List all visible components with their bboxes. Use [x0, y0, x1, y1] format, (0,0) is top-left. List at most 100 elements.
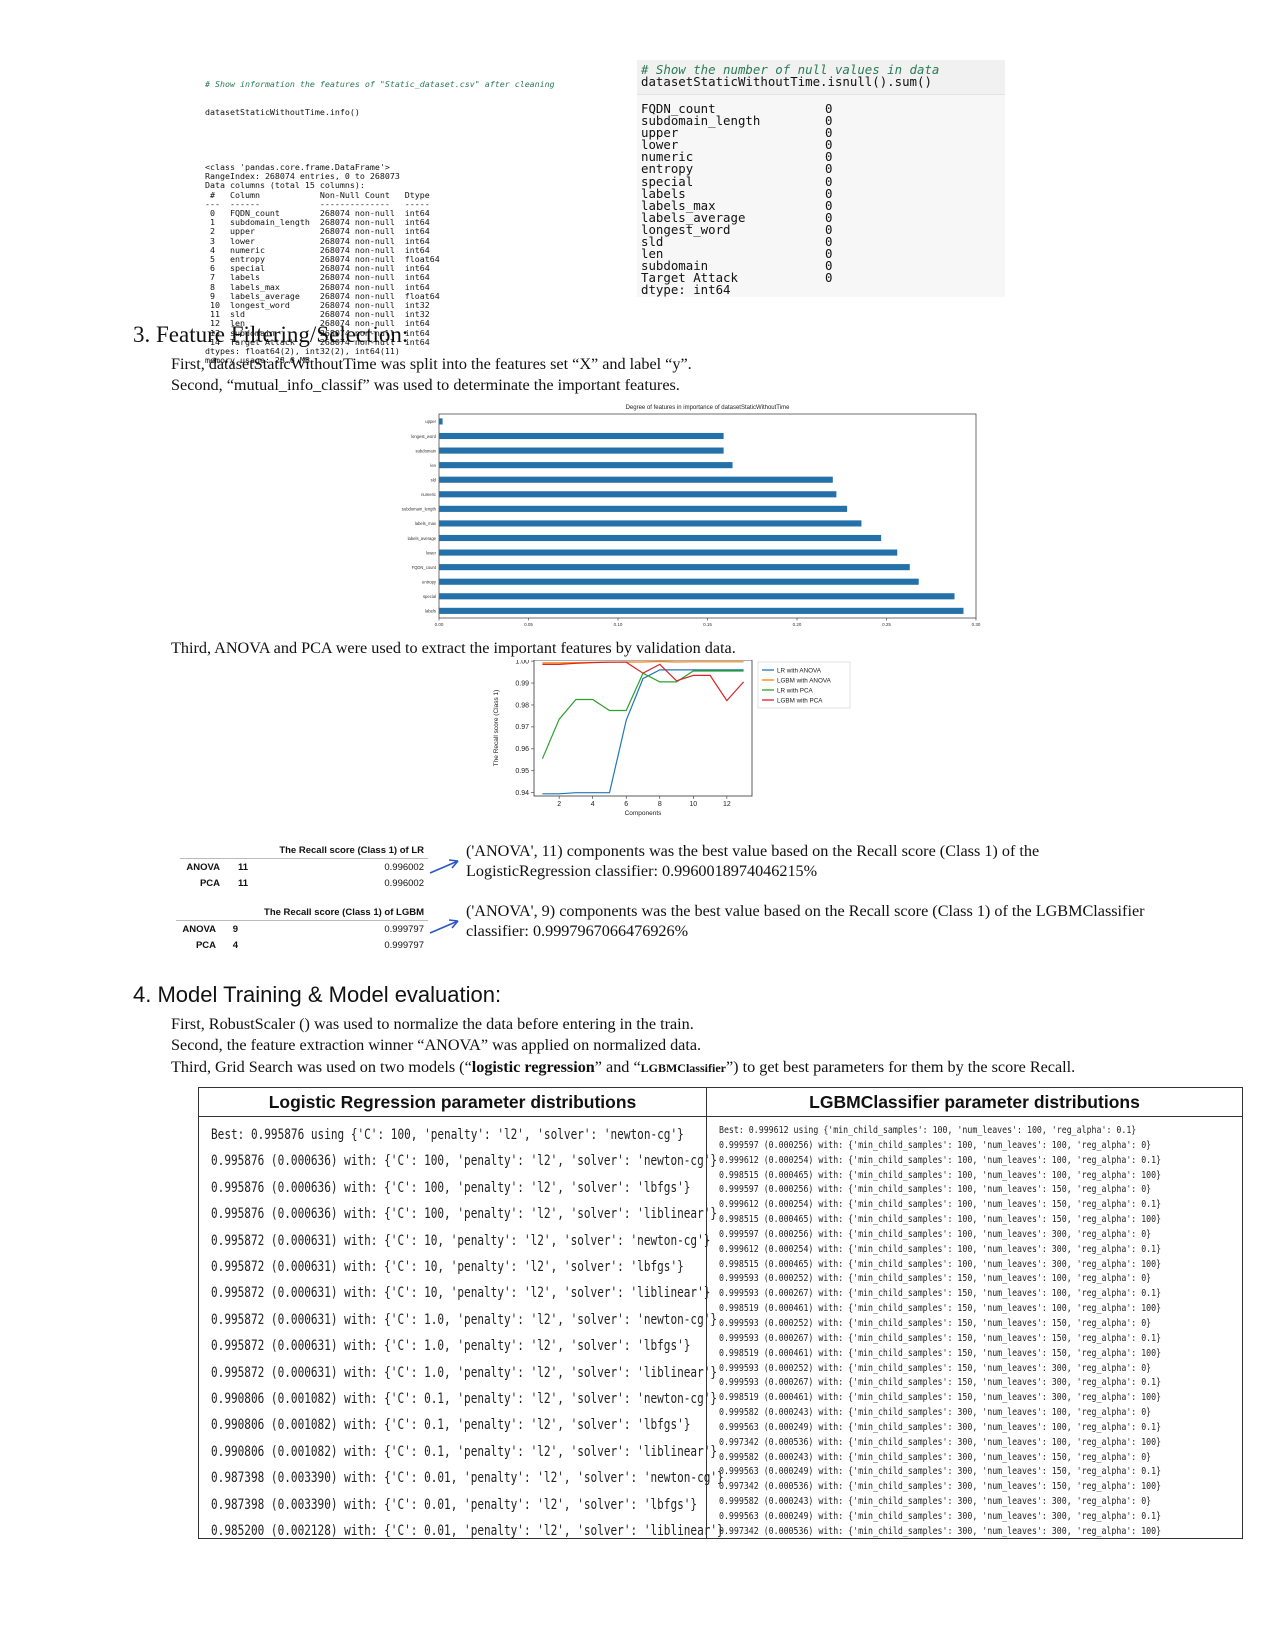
- info-line: Data columns (total 15 columns):: [205, 180, 365, 191]
- series-line: [542, 669, 744, 795]
- list-item: 0.997342 (0.000536) with: {'min_child_sa…: [719, 1481, 1162, 1493]
- y-axis-label: The Recall score (Class 1): [493, 690, 500, 767]
- table-row: labels 0: [637, 185, 1005, 201]
- list-item: 0.999593 (0.000267) with: {'min_child_sa…: [719, 1332, 1162, 1344]
- info-line: 14 Target Attack 268074 non-null int64: [205, 336, 430, 347]
- tick-label: 0.10: [614, 622, 623, 627]
- info-output-panel: # Show information the features of "Stat…: [205, 62, 610, 375]
- list-item: 0.999563 (0.000249) with: {'min_child_sa…: [719, 1510, 1162, 1522]
- table-row: labels_average 0: [637, 209, 1005, 225]
- bar: [439, 418, 443, 425]
- null-code-cell: # Show the number of null values in data…: [637, 60, 1005, 95]
- null-field-name: upper: [641, 125, 679, 141]
- null-comment: # Show the number of null values in data: [641, 62, 940, 77]
- lr-param-lines: Best: 0.995876 using {'C': 100, 'penalty…: [211, 1122, 724, 1545]
- info-line: 5 entropy 268074 non-null float64: [205, 254, 440, 265]
- tick-label: 10: [689, 801, 697, 808]
- list-item: 0.997342 (0.000536) with: {'min_child_sa…: [719, 1525, 1162, 1537]
- null-field-name: labels_average: [641, 209, 746, 225]
- list-item: 0.997342 (0.000536) with: {'min_child_sa…: [719, 1436, 1162, 1448]
- tick-label: 0.30: [972, 622, 981, 627]
- list-item: 0.995872 (0.000631) with: {'C': 10, 'pen…: [211, 1285, 711, 1302]
- table-row: entropy 0: [637, 163, 1005, 175]
- tick-label: 0.20: [793, 622, 802, 627]
- info-lines: <class 'pandas.core.frame.DataFrame'> Ran…: [205, 162, 610, 365]
- arrow-icon: [429, 859, 459, 874]
- null-field-count: 0: [825, 173, 833, 189]
- info-line: 6 special 268074 non-null int64: [205, 263, 430, 274]
- tick-label: 0.95: [515, 768, 529, 775]
- null-field-count: 0: [825, 149, 833, 165]
- list-item: 0.999612 (0.000254) with: {'min_child_sa…: [719, 1243, 1162, 1255]
- series-line: [542, 660, 744, 664]
- info-line: 3 lower 268074 non-null int64: [205, 235, 430, 246]
- tick-label: FQDN_count: [412, 565, 437, 570]
- null-field-count: 0: [825, 197, 833, 213]
- tick-label: 0.94: [515, 790, 529, 797]
- bar: [439, 520, 862, 527]
- legend-entry: LGBM with PCA: [777, 697, 823, 704]
- list-item: 0.998515 (0.000465) with: {'min_child_sa…: [719, 1169, 1162, 1181]
- chart-title: Degree of features in importance of data…: [626, 405, 791, 411]
- null-field-count: 0: [825, 137, 833, 153]
- list-item: 0.999593 (0.000252) with: {'min_child_sa…: [719, 1317, 1152, 1329]
- lgbm-param-lines: Best: 0.999612 using {'min_child_samples…: [719, 1124, 1161, 1540]
- list-item: Best: 0.999612 using {'min_child_samples…: [719, 1125, 1137, 1136]
- info-line: 2 upper 268074 non-null int64: [205, 226, 430, 237]
- null-field-count: 0: [825, 101, 833, 116]
- null-field-name: Target Attack: [641, 270, 738, 286]
- tick-label: 0.25: [882, 622, 891, 627]
- section-4-para-2: Second, the feature extraction winner “A…: [171, 1036, 702, 1054]
- recall-line-chart: 2 4 6 8 10 12 0.94 0.95 0.96 0.97 0.98 0.99 1.00 Comp…: [493, 660, 851, 817]
- recall-table-lgbm-title: The Recall score (Class 1) of LGBM: [264, 907, 424, 918]
- null-field-count: 0: [825, 246, 833, 262]
- tick-label: 0.97: [515, 724, 529, 731]
- tick-label: entropy: [422, 579, 437, 584]
- x-axis-label: Components: [625, 810, 663, 817]
- list-item: 0.995876 (0.000636) with: {'C': 100, 'pe…: [211, 1179, 691, 1196]
- list-item: 0.995876 (0.000636) with: {'C': 100, 'pe…: [211, 1206, 718, 1223]
- tick-label: 0.98: [515, 702, 529, 709]
- list-item: 0.990806 (0.001082) with: {'C': 0.1, 'pe…: [211, 1391, 718, 1408]
- tick-label: 6: [624, 801, 628, 808]
- null-field-count: 0: [825, 161, 833, 177]
- section-3-heading: 3. Feature Filtering/Selection:: [133, 322, 409, 347]
- null-field-count: 0: [825, 234, 833, 250]
- info-line: 0 FQDN_count 268074 non-null int64: [205, 208, 430, 219]
- table-row: labels_max 0: [637, 197, 1005, 213]
- table-row: subdomain_length 0: [637, 113, 1005, 129]
- list-item: 0.999612 (0.000254) with: {'min_child_sa…: [719, 1199, 1162, 1211]
- parameter-distributions-table: Logistic Regression parameter distributi…: [198, 1087, 1243, 1539]
- null-field-name: FQDN_count: [641, 101, 716, 116]
- list-item: Best: 0.995876 using {'C': 100, 'penalty…: [211, 1127, 684, 1143]
- null-field-name: len: [641, 246, 664, 262]
- null-dtype: dtype: int64: [641, 282, 731, 298]
- list-item: 0.999597 (0.000256) with: {'min_child_sa…: [719, 1139, 1152, 1151]
- recall-table-lr: The Recall score (Class 1) of LR ANOVA 1…: [180, 845, 428, 891]
- feature-importance-chart: Degree of features in importance of data…: [402, 405, 981, 627]
- null-field-name: labels: [641, 185, 686, 201]
- tick-label: 0.05: [524, 622, 533, 627]
- table-row: ANOVA 11 0.996002: [186, 861, 424, 873]
- info-line: 4 numeric 268074 non-null int64: [205, 244, 430, 255]
- list-item: 0.987398 (0.003390) with: {'C': 0.01, 'p…: [211, 1470, 724, 1487]
- tick-label: subdomain: [416, 448, 437, 453]
- list-item: 0.990806 (0.001082) with: {'C': 0.1, 'pe…: [211, 1417, 691, 1434]
- null-field-count: 0: [825, 125, 833, 141]
- list-item: 0.999563 (0.000249) with: {'min_child_sa…: [719, 1466, 1162, 1478]
- tick-label: 0.15: [703, 622, 712, 627]
- list-item: 0.999593 (0.000252) with: {'min_child_sa…: [719, 1273, 1152, 1285]
- list-item: 0.999582 (0.000243) with: {'min_child_sa…: [719, 1451, 1152, 1463]
- null-field-count: 0: [825, 113, 833, 129]
- table-row: ANOVA 9 0.999797: [182, 923, 424, 935]
- null-field-count: 0: [825, 185, 833, 201]
- bar: [439, 447, 724, 454]
- tick-label: labels_max: [415, 521, 437, 526]
- tick-label: 8: [658, 801, 662, 808]
- null-count-panel: # Show the number of null values in data…: [637, 60, 1005, 297]
- section-4-para-3: Third, Grid Search was used on two model…: [171, 1058, 1076, 1076]
- info-line: 13 subdomain 268074 non-null int64: [205, 327, 430, 338]
- bar: [439, 549, 898, 556]
- info-line: 7 labels 268074 non-null int64: [205, 272, 430, 283]
- plot-frame: [533, 660, 753, 797]
